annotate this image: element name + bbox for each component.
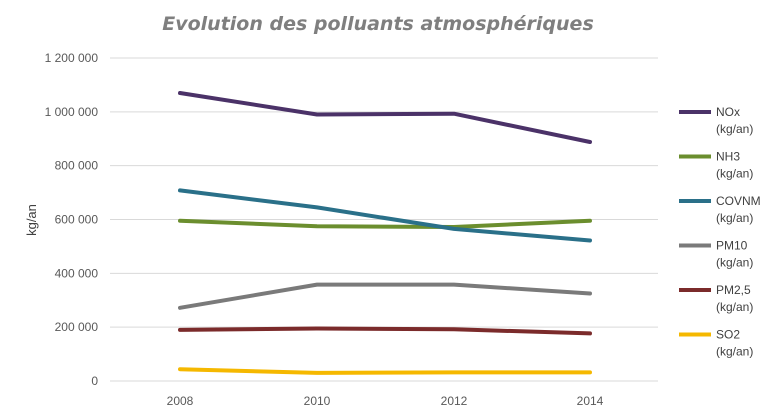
y-axis-ticks: 0 200 000 400 000 600 000 800 000 1 000 000 1 … — [45, 51, 99, 388]
legend-label: NH3 — [716, 150, 740, 164]
y-tick-label: 0 — [91, 374, 98, 388]
x-tick-label: 2012 — [441, 394, 468, 408]
y-tick-label: 800 000 — [55, 159, 99, 173]
legend-entry: PM2,5 (kg/an) — [679, 283, 753, 314]
x-tick-label: 2014 — [577, 394, 604, 408]
legend-entry: SO2 (kg/an) — [679, 328, 753, 359]
legend-entry: NH3 (kg/an) — [679, 150, 753, 181]
x-tick-label: 2008 — [167, 394, 194, 408]
series-lines — [178, 91, 592, 375]
y-tick-label: 200 000 — [55, 320, 99, 334]
x-axis-ticks: 2008 2010 2012 2014 — [167, 394, 604, 408]
legend-unit: (kg/an) — [716, 345, 753, 359]
legend-label: NOx — [716, 105, 740, 119]
legend-entry: COVNM (kg/an) — [679, 194, 761, 225]
y-tick-label: 1 000 000 — [45, 105, 99, 119]
legend-label: PM2,5 — [716, 283, 751, 297]
y-tick-label: 600 000 — [55, 213, 99, 227]
series-line-covnm — [178, 188, 592, 243]
legend-label: SO2 — [716, 328, 740, 342]
y-axis-label: kg/an — [24, 204, 39, 236]
x-tick-label: 2010 — [304, 394, 331, 408]
legend-unit: (kg/an) — [716, 256, 753, 270]
chart-title: Evolution des polluants atmosphériques — [162, 13, 594, 35]
legend-unit: (kg/an) — [716, 300, 753, 314]
series-line-pm10 — [178, 282, 592, 310]
legend-unit: (kg/an) — [716, 122, 753, 136]
legend-entry: NOx (kg/an) — [679, 105, 753, 136]
legend-unit: (kg/an) — [716, 167, 753, 181]
legend-entry: PM10 (kg/an) — [679, 239, 753, 270]
series-line-so2 — [178, 367, 592, 375]
legend-label: PM10 — [716, 239, 748, 253]
legend: NOx (kg/an) NH3 (kg/an) COVNM (kg/an) PM10 (kg/… — [679, 105, 761, 359]
series-line-nox — [178, 91, 592, 144]
legend-label: COVNM — [716, 194, 761, 208]
legend-unit: (kg/an) — [716, 211, 753, 225]
series-line-pm2-5 — [178, 326, 592, 336]
series-line-nh3 — [178, 218, 592, 229]
gridlines — [110, 57, 658, 382]
y-tick-label: 1 200 000 — [45, 51, 99, 65]
y-tick-label: 400 000 — [55, 266, 99, 280]
